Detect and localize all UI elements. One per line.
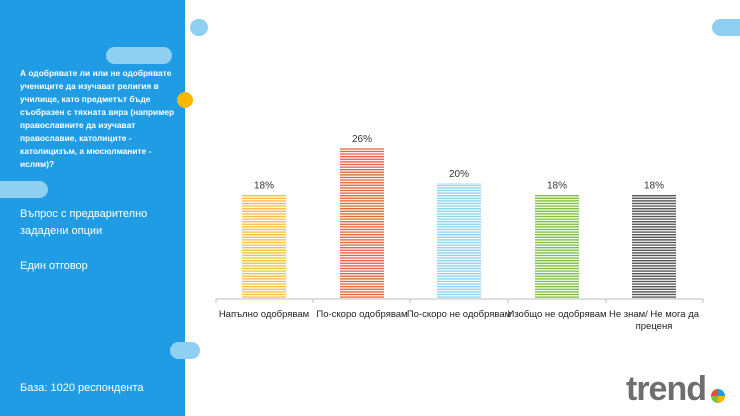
data-label-3: 20% xyxy=(449,169,469,180)
base-label: База: 1020 респондента xyxy=(20,382,144,394)
question-type-label: Въпрос с предварително зададени опции xyxy=(20,208,148,237)
answer-type-label: Един отговор xyxy=(20,260,88,272)
data-label-4: 18% xyxy=(547,181,567,192)
category-label-5: Не знам/ Не мога да преценя xyxy=(608,309,700,332)
category-label-4: Изобщо не одобрявам xyxy=(507,309,607,320)
bar-4 xyxy=(535,194,579,299)
data-label-1: 18% xyxy=(254,181,274,192)
decor-pill-top xyxy=(106,47,172,64)
category-label-3: По-скоро не одобрявам xyxy=(406,309,512,320)
bar-2 xyxy=(340,148,384,299)
logo-mark-icon xyxy=(711,389,725,403)
decor-pill-corner xyxy=(712,19,740,36)
bar-5 xyxy=(632,194,676,299)
question-text: А одобрявате ли или не одобрявате учениц… xyxy=(20,68,175,169)
accent-dot xyxy=(177,92,193,108)
trend-logo: trend xyxy=(626,370,707,408)
bar-3 xyxy=(437,183,481,299)
left-panel: А одобрявате ли или не одобрявате учениц… xyxy=(0,0,200,416)
decor-pill-mid xyxy=(0,181,48,198)
decor-pill-top-right xyxy=(190,19,208,36)
category-label-2: По-скоро одобрявам xyxy=(316,309,408,320)
decor-pill-bottom xyxy=(170,342,200,359)
data-label-5: 18% xyxy=(644,181,664,192)
bar-1 xyxy=(242,194,286,299)
data-label-2: 26% xyxy=(352,134,372,145)
category-label-1: Напълно одобрявам xyxy=(218,309,310,320)
